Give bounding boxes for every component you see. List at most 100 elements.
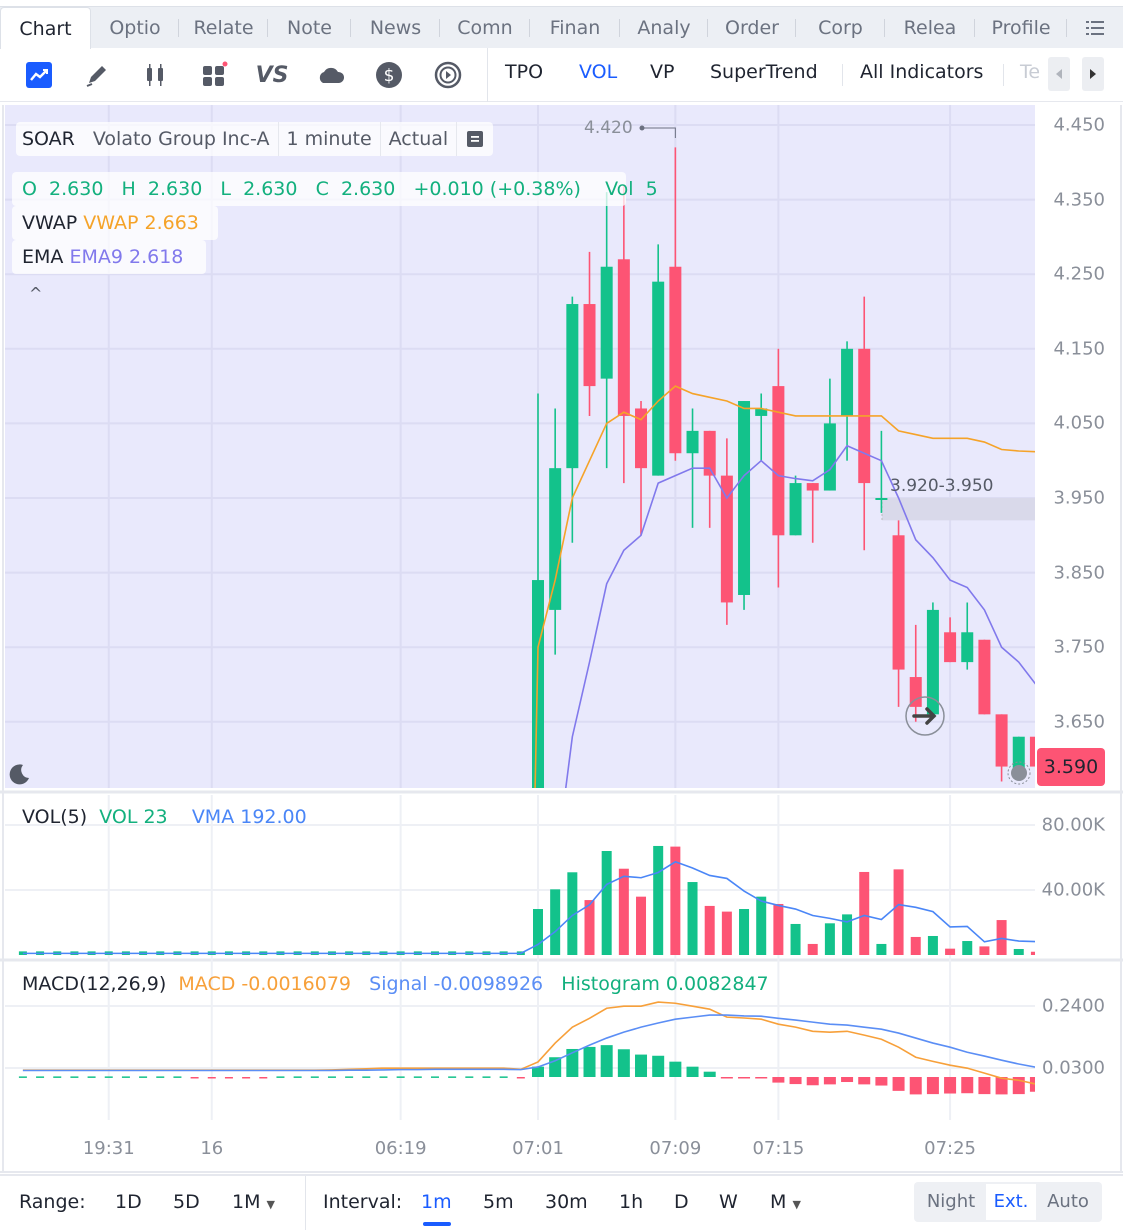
volume-pane <box>18 845 1035 955</box>
cloud-icon[interactable] <box>316 60 346 90</box>
symbol-ticker[interactable]: SOAR <box>22 128 75 150</box>
macd-histogram-bar <box>669 1061 682 1077</box>
indicator-vp[interactable]: VP <box>650 61 675 83</box>
volume-bar <box>893 869 904 955</box>
macd-histogram-bar <box>156 1076 165 1078</box>
vwap-line <box>534 385 1035 788</box>
candle <box>583 251 596 416</box>
scroll-to-latest-icon[interactable] <box>904 695 946 741</box>
indicator-vol[interactable]: VOL <box>579 61 618 83</box>
candle <box>806 483 819 543</box>
interval-w[interactable]: W <box>719 1191 738 1213</box>
interval-m-label: M <box>770 1191 787 1213</box>
interval-m[interactable]: M ▼ <box>770 1191 801 1213</box>
tab-analysis[interactable]: Analy <box>620 7 708 49</box>
last-price-label: 3.590 <box>1037 748 1105 786</box>
dollar-icon[interactable]: $ <box>374 60 404 90</box>
interval-30m[interactable]: 30m <box>545 1191 588 1213</box>
candle <box>944 617 957 663</box>
interval-5m[interactable]: 5m <box>483 1191 514 1213</box>
interval-d[interactable]: D <box>674 1191 689 1213</box>
tab-corporate[interactable]: Corp <box>796 7 885 49</box>
volume-bar <box>927 935 938 955</box>
macd-histogram-bar <box>465 1076 474 1078</box>
volume-bar <box>533 909 543 955</box>
interval-1h[interactable]: 1h <box>619 1191 644 1213</box>
range-1m[interactable]: 1M ▼ <box>232 1191 275 1213</box>
macd-histogram-bar <box>738 1077 751 1079</box>
widgets-icon[interactable] <box>199 60 229 90</box>
macd-histogram-bar <box>430 1076 439 1078</box>
tab-note[interactable]: Note <box>268 7 351 49</box>
indicator-tpo[interactable]: TPO <box>505 61 544 83</box>
volume-axis-label: 40.00K <box>1041 879 1105 901</box>
scroll-left-button[interactable] <box>1048 57 1070 91</box>
info-icon[interactable] <box>457 122 493 156</box>
candle-body <box>926 609 939 715</box>
tab-financials[interactable]: Finan <box>530 7 620 49</box>
time-axis-label: 19:31 <box>82 1138 135 1159</box>
tab-chart[interactable]: Chart <box>0 7 91 49</box>
high-marker-label: 4.420 <box>584 118 633 138</box>
interval-label[interactable]: 1 minute <box>279 122 381 156</box>
candle-body <box>635 408 648 469</box>
chevron-left-icon <box>1056 69 1062 79</box>
moon-icon[interactable] <box>7 762 31 790</box>
session-night[interactable]: Night <box>918 1184 984 1220</box>
session-ext[interactable]: Ext. <box>986 1184 1036 1220</box>
live-dot-icon <box>1007 761 1031 789</box>
candle-body <box>1029 736 1035 767</box>
indicator-truncated[interactable]: Te <box>1020 61 1041 83</box>
compare-vs-icon[interactable]: VS <box>255 62 289 88</box>
all-indicators-button[interactable]: All Indicators <box>860 61 984 83</box>
tab-options[interactable]: Optio <box>91 7 179 49</box>
volume-legend[interactable]: VOL(5) VOL 23 VMA 192.00 <box>22 806 307 828</box>
candle <box>1029 736 1035 767</box>
tab-profile[interactable]: Profile <box>975 7 1067 49</box>
price-axis-label: 4.150 <box>1053 338 1105 360</box>
macd-histogram-bar <box>242 1077 251 1079</box>
macd-histogram-bar <box>121 1076 130 1078</box>
ohlc-readout: O 2.630 H 2.630 L 2.630 C 2.630 +0.010 (… <box>12 172 658 206</box>
macd-axis-label: 0.2400 <box>1042 995 1105 1017</box>
candlestick-icon[interactable] <box>140 60 170 90</box>
tab-releases[interactable]: Relea <box>885 7 975 49</box>
interval-1m[interactable]: 1m <box>421 1191 452 1213</box>
session-auto[interactable]: Auto <box>1038 1184 1098 1220</box>
macd-histogram-bar <box>600 1045 613 1077</box>
price-axis-label: 4.250 <box>1053 263 1105 285</box>
vwap-legend[interactable]: VWAP VWAP 2.663 <box>12 206 218 240</box>
volume-bar <box>979 946 990 955</box>
tab-related[interactable]: Relate <box>179 7 268 49</box>
macd-legend[interactable]: MACD(12,26,9) MACD -0.0016079 Signal -0.… <box>22 973 769 995</box>
draw-pencil-icon[interactable] <box>82 60 112 90</box>
candle-body <box>686 430 699 454</box>
chart-type-icon[interactable] <box>24 60 54 90</box>
volume-bar <box>550 889 561 955</box>
candle-body <box>738 401 751 595</box>
replay-icon[interactable] <box>433 60 463 90</box>
candle-body <box>961 632 974 663</box>
indicator-supertrend[interactable]: SuperTrend <box>710 61 818 83</box>
range-1d[interactable]: 1D <box>115 1191 142 1213</box>
macd-histogram-bar <box>276 1076 285 1078</box>
tab-news[interactable]: News <box>351 7 440 49</box>
adjust-mode-label[interactable]: Actual <box>381 122 458 156</box>
candle-body <box>583 304 596 387</box>
time-axis-label: 07:15 <box>752 1138 805 1159</box>
tab-orders[interactable]: Order <box>708 7 796 49</box>
ema-legend[interactable]: EMA EMA9 2.618 <box>12 240 206 274</box>
macd-histogram-bar <box>892 1077 905 1091</box>
candle <box>909 624 922 722</box>
vwap-value: VWAP 2.663 <box>83 212 199 234</box>
scroll-right-button[interactable] <box>1082 57 1104 91</box>
range-5d[interactable]: 5D <box>173 1191 200 1213</box>
collapse-legend-button[interactable]: ^ <box>29 284 43 303</box>
caret-down-icon: ▼ <box>792 1198 801 1211</box>
candle-body <box>841 348 854 416</box>
list-icon[interactable] <box>1067 7 1123 49</box>
time-axis-label: 06:19 <box>374 1138 427 1159</box>
tab-comments[interactable]: Comn <box>440 7 530 49</box>
candle-body <box>669 266 682 454</box>
volume-bar <box>945 948 956 955</box>
